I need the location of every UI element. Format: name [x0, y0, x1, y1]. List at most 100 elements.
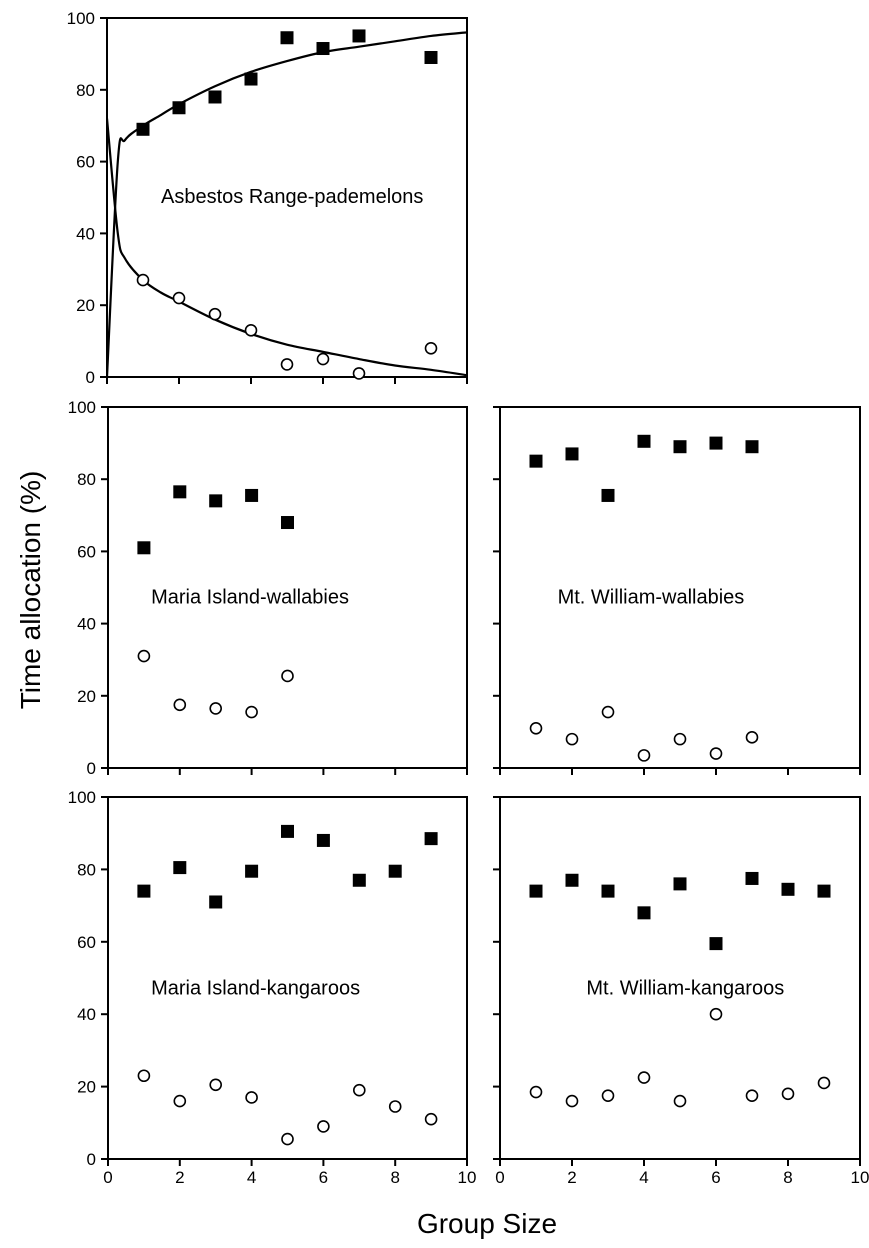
data-point-square: [173, 861, 187, 875]
y-tick-label: 0: [87, 759, 96, 778]
y-tick-label: 40: [77, 1005, 96, 1024]
data-point-circle: [529, 721, 543, 735]
data-point-square: [316, 42, 330, 56]
data-point-circle: [208, 307, 222, 321]
y-tick-label: 20: [77, 687, 96, 706]
data-point-circle: [173, 1094, 187, 1108]
data-point-square: [137, 541, 151, 555]
data-point-square: [529, 884, 543, 898]
data-point-circle: [173, 698, 187, 712]
data-point-square: [709, 937, 723, 951]
y-tick-label: 60: [76, 153, 95, 172]
y-tick-label: 100: [68, 788, 96, 807]
data-point-circle: [388, 1100, 402, 1113]
panel-frame: [107, 406, 468, 769]
y-tick-label: 80: [77, 860, 96, 879]
data-point-square: [637, 434, 651, 448]
y-tick-label: 0: [86, 368, 95, 387]
data-point-square: [316, 833, 330, 847]
panel-5: 0 2 4 6 8 10 Mt. William-kangaroos: [493, 796, 869, 1187]
panel-frame: [106, 17, 468, 378]
data-point-circle: [209, 702, 222, 715]
data-point-square: [673, 877, 687, 891]
data-point-circle: [316, 352, 330, 366]
data-point-square: [137, 884, 151, 898]
data-point-square: [388, 864, 402, 878]
data-point-square: [424, 50, 438, 64]
x-tick-label: 10: [851, 1168, 869, 1187]
y-tick-label: 0: [87, 1150, 96, 1169]
data-point-square: [673, 440, 687, 454]
data-point-square: [529, 454, 543, 468]
data-point-square: [245, 864, 259, 878]
data-point-circle: [745, 1089, 759, 1102]
y-axis-title: Time allocation (%): [15, 471, 46, 710]
x-tick-label: 2: [567, 1168, 576, 1187]
y-tick-label: 60: [77, 933, 96, 952]
data-point-square: [565, 447, 579, 461]
data-point-circle: [817, 1076, 831, 1090]
data-point-circle: [637, 749, 651, 762]
data-point-square: [208, 90, 222, 104]
x-tick-label: 8: [390, 1168, 399, 1187]
data-point-circle: [245, 1091, 258, 1104]
data-point-circle: [209, 1078, 222, 1092]
data-point-square: [281, 516, 294, 530]
data-point-square: [352, 29, 366, 43]
x-tick-label: 2: [175, 1168, 184, 1187]
y-tick-label: 80: [77, 470, 96, 489]
data-point-square: [209, 494, 223, 508]
y-tick-label: 40: [76, 224, 95, 243]
data-point-square: [745, 440, 759, 454]
y-tick-label: 80: [76, 81, 95, 100]
data-point-circle: [637, 1071, 651, 1084]
data-point-square: [601, 488, 615, 502]
panel-title: Asbestos Range-pademelons: [161, 186, 423, 208]
data-point-square: [352, 873, 366, 887]
data-point-square: [173, 485, 187, 499]
data-point-circle: [565, 732, 579, 746]
data-point-square: [817, 884, 831, 898]
y-tick-label: 100: [67, 9, 95, 28]
x-tick-label: 6: [711, 1168, 720, 1187]
data-point-circle: [281, 1132, 294, 1146]
data-point-circle: [709, 747, 723, 760]
data-point-circle: [601, 705, 615, 719]
fit-curve-open-circle: [107, 118, 467, 377]
data-point-square: [709, 436, 723, 450]
x-axis-title: Group Size: [417, 1208, 557, 1239]
data-point-circle: [244, 324, 258, 337]
data-point-circle: [137, 649, 151, 663]
data-point-circle: [352, 367, 366, 380]
panel-3: Mt. William-wallabies: [493, 406, 861, 775]
panel-frame: [107, 796, 468, 1160]
x-tick-label: 4: [639, 1168, 648, 1187]
panel-title: Mt. William-kangaroos: [586, 977, 784, 999]
data-point-circle: [280, 358, 294, 371]
data-point-square: [781, 882, 795, 896]
data-point-square: [244, 72, 258, 86]
data-point-square: [601, 884, 615, 898]
y-tick-label: 20: [77, 1078, 96, 1097]
x-tick-label: 0: [495, 1168, 504, 1187]
data-point-square: [637, 906, 651, 920]
data-point-circle: [673, 732, 687, 746]
data-point-circle: [245, 705, 258, 719]
data-point-square: [565, 873, 579, 887]
data-point-circle: [136, 273, 150, 287]
x-tick-label: 0: [103, 1168, 112, 1187]
panel-frame: [499, 796, 861, 1160]
panel-title: Maria Island-wallabies: [151, 587, 349, 609]
data-point-circle: [281, 669, 294, 683]
panel-2: 0 20 40 60 80 100 Maria Island-wallabies: [68, 398, 468, 778]
panel-1: 0 20 40 60 80 100 Asbestos Range-pademelons: [67, 9, 468, 387]
data-point-circle: [601, 1089, 615, 1102]
data-point-square: [280, 31, 294, 45]
data-point-circle: [781, 1087, 795, 1101]
data-point-square: [745, 871, 759, 885]
panel-title: Maria Island-kangaroos: [151, 977, 360, 999]
x-tick-label: 8: [783, 1168, 792, 1187]
data-point-square: [209, 895, 223, 909]
panel-frame: [499, 406, 861, 769]
data-point-circle: [317, 1120, 330, 1133]
